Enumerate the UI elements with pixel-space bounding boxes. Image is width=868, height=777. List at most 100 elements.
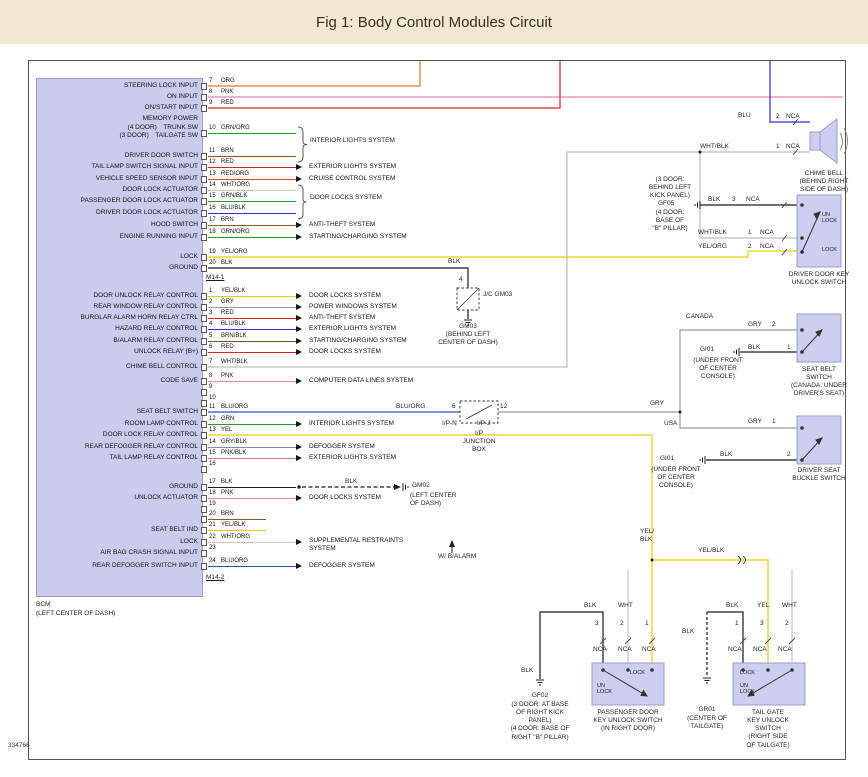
pin-terminal — [201, 454, 207, 462]
wire-segment — [208, 133, 296, 135]
wire-color-label: BLU/ORG — [221, 557, 249, 564]
wire-color-label: WHT/ORG — [221, 181, 250, 188]
wire-color-label: GRN/ORG — [221, 124, 250, 131]
arrowhead-icon — [296, 222, 302, 228]
pin-label: BURGLAR ALARM HORN RELAY CTRL — [80, 314, 198, 321]
pin-label: CHIME BELL CONTROL — [126, 363, 198, 370]
arrowhead-icon — [296, 176, 302, 182]
pin-terminal — [201, 431, 207, 439]
pin-terminal — [201, 303, 207, 311]
pin-label: REAR DEFOGGER RELAY CONTROL — [84, 443, 198, 450]
pin-terminal — [201, 562, 207, 570]
pin-number: 15 — [209, 449, 216, 456]
pin-number: 13 — [209, 170, 216, 177]
wire-color-label: RED/ORG — [221, 170, 250, 177]
pin-number: 11 — [209, 403, 216, 410]
pin-terminal — [201, 420, 207, 428]
wire-color-label: YEL/ORG — [221, 248, 248, 255]
wire-color-label: BLU/BLK — [221, 204, 246, 211]
connector-id-m14-1: M14-1 — [206, 274, 225, 281]
pin-terminal — [201, 538, 207, 546]
chime-wire-bottom-label: WHT/BLK — [700, 143, 729, 150]
pin-label: (4 DOOR) TRUNK SW (3 DOOR) TAILGATE SW — [119, 124, 199, 140]
gf05-note-top: (3 DOOR: BEHIND LEFT KICK PANEL) — [648, 176, 692, 200]
system-label: STARTING/CHARGING SYSTEM — [309, 233, 407, 240]
wire-color-label: WHT/BLK — [221, 358, 248, 365]
pin-number: 8 — [209, 372, 213, 379]
pin-number: 14 — [209, 438, 216, 445]
pin-number: 7 — [209, 358, 213, 365]
system-label: EXTERIOR LIGHTS SYSTEM — [309, 163, 397, 170]
pin-terminal — [201, 82, 207, 90]
system-label: DOOR LOCKS SYSTEM — [309, 292, 381, 299]
system-label: INTERIOR LIGHTS SYSTEM — [309, 420, 394, 427]
wire-segment — [208, 179, 296, 181]
wire-segment — [208, 318, 296, 320]
tg-pin2: 3 — [760, 620, 764, 627]
ip-conn-out: I/P-J — [477, 420, 491, 427]
pin-label: DOOR LOCK RELAY CONTROL — [102, 431, 198, 438]
ps-label: PASSENGER DOOR KEY UNLOCK SWITCH (IN RIG… — [593, 709, 663, 733]
wire-color-label: BRN — [221, 216, 234, 223]
pin-terminal — [201, 348, 207, 356]
pin-terminal — [201, 388, 207, 396]
pin-terminal — [201, 129, 207, 137]
pin-label: ON/START INPUT — [144, 104, 198, 111]
system-label: EXTERIOR LIGHTS SYSTEM — [309, 325, 397, 332]
wire-color-label: YEL — [221, 426, 233, 433]
gm03-jc-label: J/C GM03 — [483, 291, 513, 298]
pin-terminal — [201, 363, 207, 371]
system-label: COMPUTER DATA LINES SYSTEM — [309, 377, 414, 384]
arrowhead-icon — [296, 421, 302, 427]
pin-label: UNLOCK ACTUATOR — [134, 494, 198, 501]
arrowhead-icon — [296, 164, 302, 170]
wire-segment — [208, 381, 296, 383]
gm03-label: GM03 (BEHIND LEFT CENTER OF DASH) — [438, 323, 498, 347]
gm02-label: (LEFT CENTER OF DASH) — [410, 492, 457, 508]
pin-label: ON INPUT — [166, 93, 198, 100]
ps-nca2: NCA — [618, 646, 632, 653]
pin-number: 13 — [209, 426, 216, 433]
system-label: DOOR LOCKS SYSTEM — [309, 494, 381, 501]
sbs-label: SEAT BELT SWITCH (CANADA: UNDER DRIVER'S… — [791, 366, 847, 398]
wire-segment — [208, 447, 296, 449]
pin-number: 21 — [209, 521, 216, 528]
pin-number: 3 — [209, 309, 213, 316]
ps-ground-wire-label: BLK — [521, 667, 534, 674]
bcm-module-block — [36, 78, 203, 597]
pin-number: 20 — [209, 510, 216, 517]
diagram-number: 334766 — [8, 742, 30, 749]
pin-terminal — [201, 264, 207, 272]
gf05-note-bottom: (4 DOOR: BASE OF "B" PILLAR) — [652, 209, 688, 233]
tg-position-unlock: UN LOCK — [740, 683, 755, 696]
figure-title: Fig 1: Body Control Modules Circuit — [316, 13, 552, 31]
wire-color-label: BRN — [221, 510, 234, 517]
wire-color-label: GRY/BLK — [221, 438, 247, 445]
ps-ground-location: (3 DOOR: AT BASE OF RIGHT KICK PANEL) (4… — [510, 701, 570, 741]
system-label: DEFOGGER SYSTEM — [309, 562, 375, 569]
system-label: DOOR LOCKS SYSTEM — [309, 348, 381, 355]
dds-position-lock: LOCK — [822, 247, 837, 253]
wire-color-label: WHT/ORG — [221, 533, 250, 540]
pin-number: 10 — [209, 394, 216, 401]
wire-color-label: BLU/BLK — [221, 320, 246, 327]
wire-color-label: YEL/BLK — [221, 521, 246, 528]
pin-terminal — [201, 104, 207, 112]
w-balarm-note: W/ B/ALARM — [438, 553, 477, 560]
wire-color-label: YEL/BLK — [221, 287, 246, 294]
pin-terminal — [201, 337, 207, 345]
wire-color-label: RED — [221, 99, 234, 106]
wire-segment — [208, 156, 296, 158]
pin-label: TAIL LAMP SWITCH SIGNAL INPUT — [91, 163, 198, 170]
dds-pin-bottom: 2 — [748, 243, 752, 250]
pin-label: VEHICLE SPEED SENSOR INPUT — [95, 175, 198, 182]
pin-terminal — [201, 253, 207, 261]
wire-segment — [208, 296, 296, 298]
arrowhead-icon — [296, 326, 302, 332]
pin-label: ENGINE RUNNING INPUT — [119, 233, 198, 240]
bks-ground-location: (UNDER FRONT OF CENTER CONSOLE) — [651, 466, 701, 490]
pin-number: 24 — [209, 557, 216, 564]
pin-label: DOOR LOCK ACTUATOR — [122, 186, 198, 193]
pin-label: REAR DEFOGGER SWITCH INPUT — [92, 562, 198, 569]
chime-pin-bottom: 1 — [776, 143, 780, 150]
